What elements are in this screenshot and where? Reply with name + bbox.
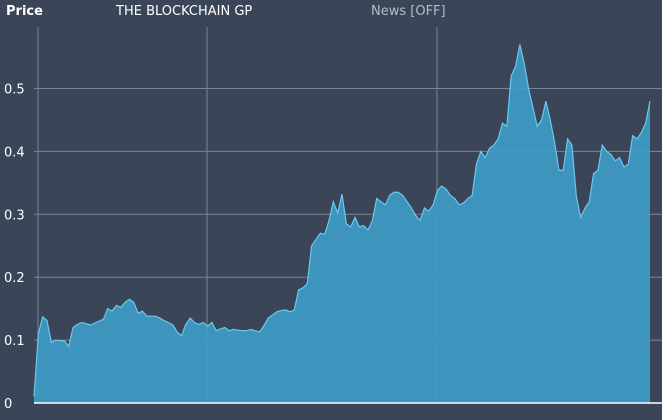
y-axis: 0 0.1 0.2 0.3 0.4 0.5	[4, 83, 662, 412]
news-toggle-button[interactable]: News [OFF]	[371, 4, 446, 19]
price-area	[34, 44, 650, 403]
y-tick-label: 0.1	[4, 334, 25, 349]
price-series	[33, 44, 651, 403]
price-axis-title: Price	[6, 4, 43, 19]
y-tick-label: 0.2	[4, 271, 25, 286]
y-tick-label: 0	[4, 397, 12, 412]
price-line	[33, 44, 651, 397]
instrument-name: THE BLOCKCHAIN GP	[116, 4, 253, 19]
y-tick-label: 0.5	[4, 83, 25, 98]
chart-header: Price THE BLOCKCHAIN GP News [OFF]	[0, 0, 662, 24]
y-tick-label: 0.3	[4, 208, 25, 223]
y-tick-label: 0.4	[4, 145, 25, 160]
